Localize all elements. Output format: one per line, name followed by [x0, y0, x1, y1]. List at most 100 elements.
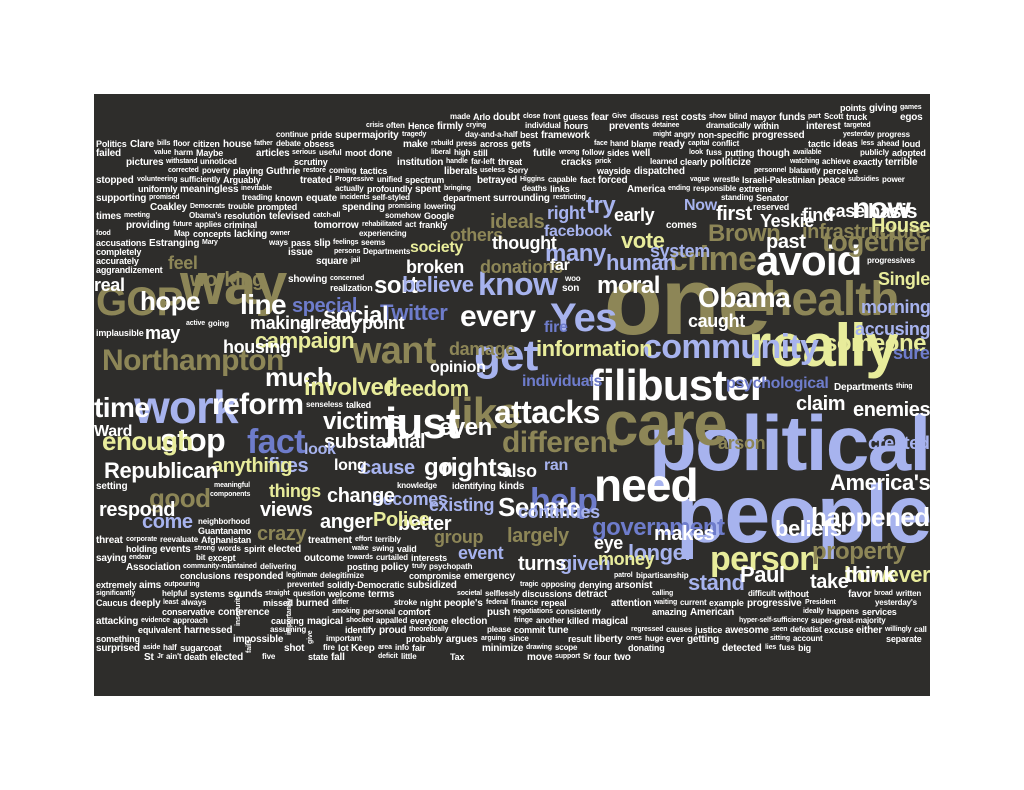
word-america-s-73: America's: [830, 470, 930, 495]
word-straight-436: straight: [265, 590, 290, 597]
word-look-232: look: [689, 149, 703, 156]
word-impossible-519: impossible: [233, 634, 284, 645]
word-restricting-312: restricting: [553, 194, 586, 201]
word-events-391: events: [160, 544, 191, 555]
word-filibuster-7: filibuster: [589, 361, 767, 410]
word-fires-96: fires: [268, 455, 309, 477]
word-promised-304: promised: [149, 194, 180, 201]
word-surrounding-311: surrounding: [493, 193, 550, 204]
word-deaths-297: deaths: [522, 184, 547, 193]
word-made-145: made: [450, 112, 471, 121]
word-often-165: often: [386, 121, 405, 130]
word-get-13: get: [474, 331, 538, 380]
word-kinds-379: kinds: [499, 481, 525, 492]
word-detainee-172: detainee: [652, 122, 680, 129]
word-still-226: still: [473, 148, 488, 158]
word-others-115: others: [450, 225, 503, 245]
word-people-1: people: [676, 469, 930, 560]
word-result-526: result: [568, 634, 592, 644]
word-assuming-501: assuming: [270, 625, 307, 634]
word-follow-229: follow: [582, 148, 605, 157]
word-always-453: always: [181, 598, 207, 607]
word-eye-132: eye: [594, 533, 623, 553]
word-detract-443: detract: [575, 589, 607, 600]
word-valid-398: valid: [397, 544, 417, 554]
word-strong-392: strong: [194, 545, 215, 552]
word-policy-411: policy: [381, 562, 409, 573]
word-identifying-378: identifying: [452, 481, 496, 491]
word-targeted-176: targeted: [844, 122, 871, 129]
word-putting-234: putting: [725, 148, 755, 158]
word-hand-205: hand: [610, 139, 629, 148]
word-find-63: find: [802, 205, 834, 225]
word-meeting-324: meeting: [124, 212, 150, 219]
word-legitimate-416: legitimate: [286, 572, 318, 579]
word-afghanistan-386: Afghanistan: [201, 535, 252, 545]
word-progressive-276: Progressive: [335, 176, 374, 183]
word-justice-510: justice: [695, 625, 723, 635]
word-active-368: active: [186, 320, 206, 327]
word-liberal-224: liberal: [431, 149, 451, 156]
word-cloud: political people one care really health need fi…: [94, 94, 930, 696]
word-somehow-329: somehow: [385, 211, 421, 220]
word-together-34: together: [822, 226, 930, 257]
word-profoundly-294: profoundly: [367, 184, 413, 194]
word-services-482: services: [862, 607, 897, 617]
word-games-144: games: [900, 104, 922, 111]
word-spent-295: spent: [415, 184, 441, 195]
word-fact-23: fact: [247, 423, 305, 461]
word-make-199: make: [403, 139, 428, 150]
word-even-48: even: [439, 414, 492, 441]
word-delivering-409: delivering: [260, 562, 297, 571]
word-account-533: account: [793, 634, 823, 643]
word-stroke-457: stroke: [394, 598, 418, 607]
word-standing-313: standing: [721, 193, 754, 202]
word-prompted-318: prompted: [257, 202, 298, 212]
word-significantly-432: significantly: [96, 590, 136, 597]
word-interest-175: interest: [806, 121, 841, 132]
word-components-380: components: [210, 491, 251, 498]
word-selflessly-441: selflessly: [485, 589, 520, 598]
word-treated-275: treated: [300, 175, 332, 186]
word-withstand-240: withstand: [166, 158, 198, 165]
word-continues-86: continues: [518, 502, 600, 522]
word-least-452: least: [163, 599, 179, 606]
word-framework-183: framework: [541, 130, 590, 141]
word-solidly-democratic-426: solidly-Democratic: [327, 580, 405, 590]
word-adopted-238: adopted: [892, 148, 926, 158]
word-saying-399: saying: [96, 553, 127, 564]
word-go-108: go: [424, 454, 453, 481]
word-blind-157: blind: [729, 112, 748, 121]
word-freedom-51: freedom: [385, 376, 469, 401]
word-peace-287: peace: [818, 175, 846, 186]
word-evidence-484: evidence: [141, 617, 170, 624]
word-high-225: high: [454, 148, 471, 157]
word-lies-552: lies: [765, 644, 777, 651]
word-dispatched-267: dispatched: [634, 166, 685, 177]
word-without-446: without: [778, 589, 809, 599]
word-act-337: act: [405, 220, 417, 229]
word-reevaluate-385: reevaluate: [160, 535, 198, 544]
word-poverty-257: poverty: [202, 166, 230, 175]
word-costs-155: costs: [681, 112, 707, 123]
word-obama-27: Obama: [698, 282, 791, 313]
word-caucus-450: Caucus: [96, 598, 128, 608]
word-providing-331: providing: [126, 220, 170, 231]
word-implausible-370: implausible: [96, 328, 144, 338]
word-attention-463: attention: [611, 598, 652, 609]
word-just-15: just: [385, 399, 461, 448]
word-created-72: created: [868, 433, 930, 453]
word-fuss-233: fuss: [706, 148, 722, 157]
word-deficit-564: deficit: [378, 653, 398, 660]
word-knowledge-377: knowledge: [397, 481, 437, 490]
word-association-407: Association: [126, 562, 181, 573]
word-killed-494: killed: [567, 616, 589, 626]
word-thing-372: thing: [896, 383, 913, 390]
word-available-236: available: [793, 149, 822, 156]
word-helpful-433: helpful: [162, 589, 188, 598]
word-vague-284: vague: [690, 176, 710, 183]
word-slip-351: slip: [314, 238, 331, 249]
word-property-75: property: [812, 538, 906, 565]
word-making-113: making: [250, 313, 311, 333]
word-threat-246: threat: [498, 157, 522, 167]
